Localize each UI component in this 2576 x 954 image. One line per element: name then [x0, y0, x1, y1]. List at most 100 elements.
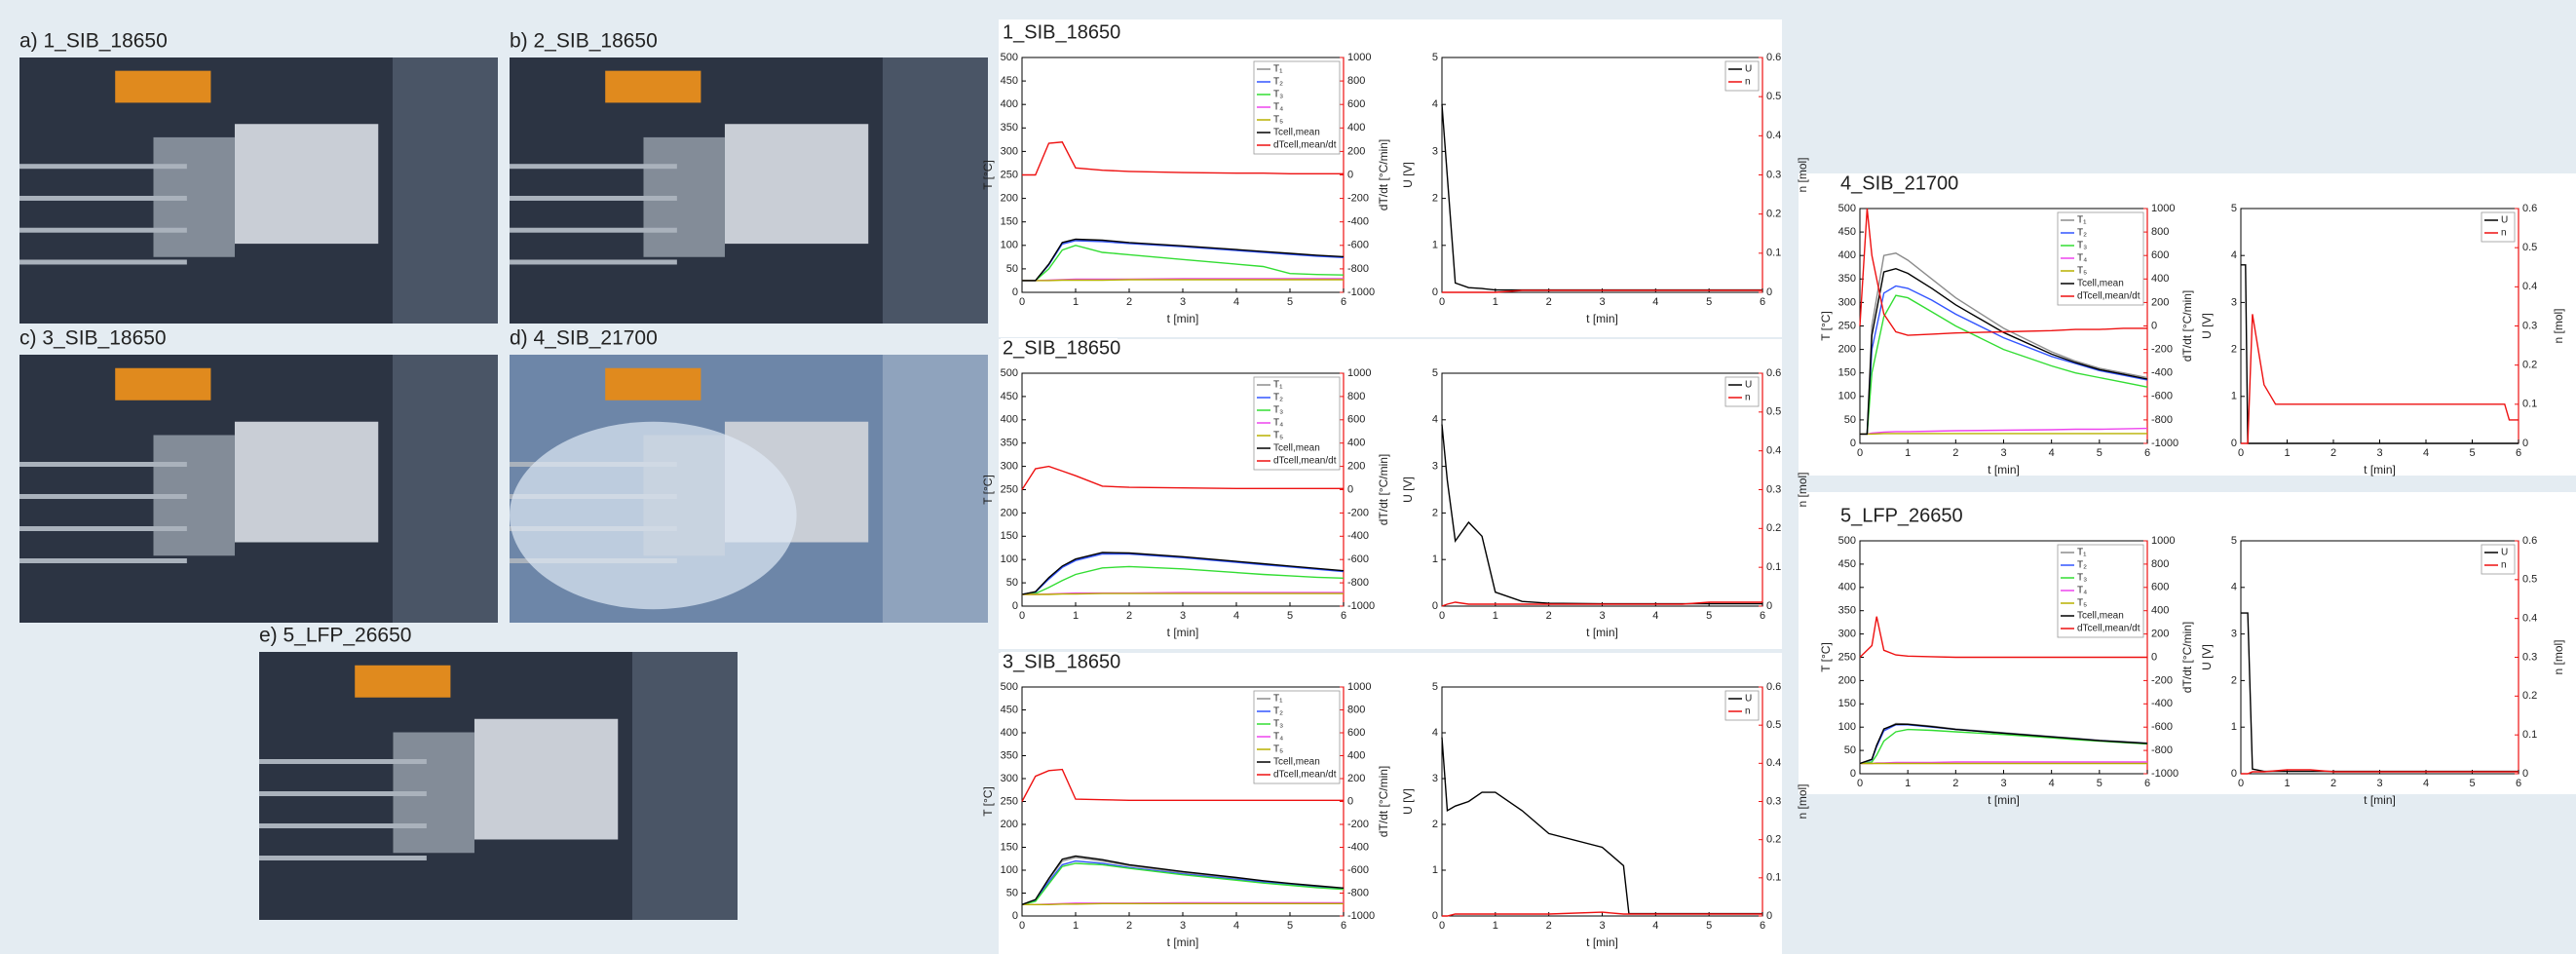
x-tick-label: 2	[2330, 447, 2336, 459]
x-tick-label: 0	[1019, 296, 1025, 308]
x-tick-label: 5	[2469, 447, 2475, 459]
y-tick-label: 100	[1838, 721, 1856, 733]
y2-tick-label: -200	[1347, 819, 1369, 830]
legend-label: T₂	[1273, 706, 1283, 717]
legend-label: T₁	[1273, 694, 1283, 705]
y2-tick-label: 800	[1347, 391, 1365, 402]
x-tick-label: 6	[1760, 610, 1765, 622]
x-tick-label: 2	[1546, 610, 1552, 622]
legend-box	[2481, 212, 2515, 242]
y2-tick-label: -800	[2151, 744, 2173, 756]
y-tick-label: 0	[1432, 286, 1438, 298]
y2-tick-label: 600	[2151, 582, 2169, 593]
legend-label: T₁	[2077, 215, 2087, 226]
x-axis-label: t [min]	[1988, 463, 2020, 477]
y-tick-label: 1	[1432, 553, 1438, 565]
x-tick-label: 5	[2469, 778, 2475, 789]
x-tick-label: 6	[2144, 778, 2150, 789]
photo-rod	[19, 494, 187, 499]
y2-tick-label: -200	[1347, 193, 1369, 205]
legend-label: dTcell,mean/dt	[2077, 291, 2140, 302]
x-tick-label: 1	[1073, 296, 1079, 308]
y-axis-label: U [V]	[1401, 477, 1415, 503]
y2-tick-label: 1000	[1347, 367, 1371, 379]
y2-tick-label: 0	[1347, 483, 1353, 495]
y-tick-label: 0	[1012, 600, 1018, 612]
y-tick-label: 150	[1838, 367, 1856, 379]
y-tick-label: 400	[1838, 582, 1856, 593]
y-tick-label: 50	[1006, 263, 1018, 275]
legend-label: n	[2501, 560, 2507, 571]
legend-label: T₃	[1273, 90, 1283, 100]
y-axis-label: U [V]	[1401, 788, 1415, 815]
x-tick-label: 5	[1287, 610, 1293, 622]
y-tick-label: 3	[1432, 145, 1438, 157]
legend-label: T₄	[2077, 586, 2087, 596]
y-tick-label: 150	[1001, 530, 1018, 542]
y-tick-label: 1	[2231, 721, 2237, 733]
y2-tick-label: 1000	[1347, 52, 1371, 63]
y2-tick-label: 800	[2151, 558, 2169, 570]
y-tick-label: 1	[2231, 391, 2237, 402]
y2-tick-label: 800	[1347, 704, 1365, 715]
y-tick-label: 4	[2231, 249, 2237, 261]
y-tick-label: 5	[1432, 367, 1438, 379]
figure: a) 1_SIB_18650b) 2_SIB_18650c) 3_SIB_186…	[0, 0, 2576, 954]
y2-tick-label: -400	[1347, 216, 1369, 228]
photo-label: a) 1_SIB_18650	[19, 30, 168, 53]
y2-tick-label: 400	[2151, 605, 2169, 617]
x-tick-label: 1	[1073, 610, 1079, 622]
y2-tick-label: -1000	[2151, 768, 2178, 780]
y-tick-label: 400	[1838, 249, 1856, 261]
y2-tick-label: 0.3	[2522, 320, 2537, 331]
y2-tick-label: 0	[1347, 795, 1353, 807]
y-tick-label: 0	[2231, 438, 2237, 449]
x-tick-label: 0	[1857, 447, 1863, 459]
y2-tick-label: -400	[1347, 530, 1369, 542]
y2-tick-label: 0.1	[1766, 872, 1781, 884]
x-tick-label: 1	[2284, 778, 2290, 789]
legend-label: Tcell,mean	[2077, 279, 2124, 289]
x-tick-label: 3	[2000, 447, 2006, 459]
y2-tick-label: 0.4	[2522, 281, 2537, 292]
y-tick-label: 150	[1838, 698, 1856, 709]
x-tick-label: 4	[1233, 296, 1239, 308]
y2-tick-label: 0.3	[1766, 169, 1781, 180]
photo-wall	[883, 57, 988, 324]
legend-label: T₃	[1273, 405, 1283, 416]
legend-label: dTcell,mean/dt	[1273, 770, 1337, 781]
x-tick-label: 5	[1287, 296, 1293, 308]
x-axis-label: t [min]	[2364, 793, 2396, 807]
y2-tick-label: 200	[1347, 461, 1365, 473]
y-axis-label: T [°C]	[981, 475, 995, 505]
y-tick-label: 100	[1001, 864, 1018, 876]
y2-tick-label: -800	[1347, 887, 1369, 898]
photo-label: c) 3_SIB_18650	[19, 327, 167, 350]
y2-tick-label: 0.1	[1766, 248, 1781, 259]
legend-label: U	[2501, 548, 2508, 558]
x-tick-label: 3	[1599, 610, 1605, 622]
y-tick-label: 0	[1850, 438, 1856, 449]
legend-label: T₅	[2077, 266, 2087, 277]
y-tick-label: 100	[1001, 553, 1018, 565]
x-tick-label: 4	[2423, 778, 2429, 789]
legend-label: T₁	[1273, 380, 1283, 391]
y-tick-label: 350	[1001, 438, 1018, 449]
legend-label: n	[1745, 706, 1751, 717]
legend-label: T₄	[1273, 102, 1283, 113]
y-axis-label: T [°C]	[1819, 311, 1833, 341]
y-tick-label: 200	[1001, 507, 1018, 518]
photo-rod	[510, 228, 677, 233]
y2-tick-label: 0.2	[1766, 834, 1781, 846]
panel-title: 5_LFP_26650	[1840, 505, 1963, 526]
y2-tick-label: 0.4	[1766, 130, 1781, 141]
photo-rod	[510, 259, 677, 264]
y2-tick-label: 0.6	[1766, 52, 1781, 63]
x-tick-label: 4	[1652, 920, 1658, 932]
x-tick-label: 1	[1905, 447, 1911, 459]
y2-tick-label: 0	[1347, 169, 1353, 180]
y2-tick-label: 200	[2151, 296, 2169, 308]
y2-tick-label: 0.1	[1766, 561, 1781, 573]
x-axis-label: t [min]	[1988, 793, 2020, 807]
legend-box	[2481, 545, 2515, 574]
